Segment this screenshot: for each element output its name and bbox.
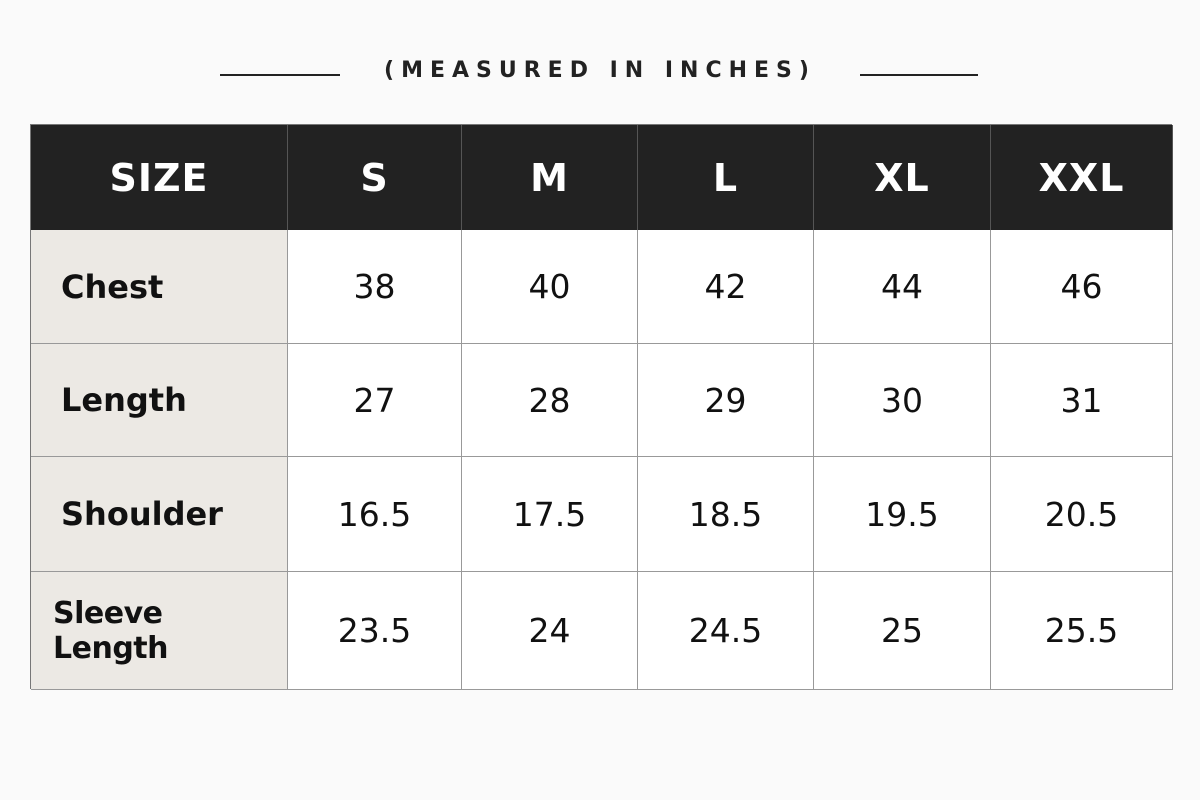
header-cell: XL: [814, 125, 991, 230]
header-cell: XXL: [991, 125, 1173, 230]
value-cell: 31: [991, 344, 1173, 457]
decor-line: [220, 74, 340, 76]
value-cell: 24: [462, 572, 638, 690]
value-cell: 25.5: [991, 572, 1173, 690]
value-cell: 44: [814, 230, 991, 344]
value-cell: 20.5: [991, 457, 1173, 572]
value-cell: 17.5: [462, 457, 638, 572]
value-cell: 29: [638, 344, 814, 457]
value-cell: 16.5: [288, 457, 462, 572]
value-cell: 19.5: [814, 457, 991, 572]
row-label: Shoulder: [31, 457, 288, 572]
value-cell: 27: [288, 344, 462, 457]
subtitle: (MEASURED IN INCHES): [384, 58, 816, 83]
header-cell: SIZE: [31, 125, 288, 230]
value-cell: 18.5: [638, 457, 814, 572]
value-cell: 30: [814, 344, 991, 457]
value-cell: 28: [462, 344, 638, 457]
value-cell: 40: [462, 230, 638, 344]
value-cell: 24.5: [638, 572, 814, 690]
size-table: SIZE S M L XL XXL Chest 38 40 42 44 46 Length 27 28 29 3…: [30, 124, 1173, 690]
row-label: Sleeve Length: [31, 572, 288, 690]
header-cell: L: [638, 125, 814, 230]
header-cell: M: [462, 125, 638, 230]
value-cell: 38: [288, 230, 462, 344]
row-label: Chest: [31, 230, 288, 344]
value-cell: 46: [991, 230, 1173, 344]
value-cell: 42: [638, 230, 814, 344]
value-cell: 23.5: [288, 572, 462, 690]
value-cell: 25: [814, 572, 991, 690]
header-cell: S: [288, 125, 462, 230]
row-label: Length: [31, 344, 288, 457]
decor-line: [860, 74, 978, 76]
